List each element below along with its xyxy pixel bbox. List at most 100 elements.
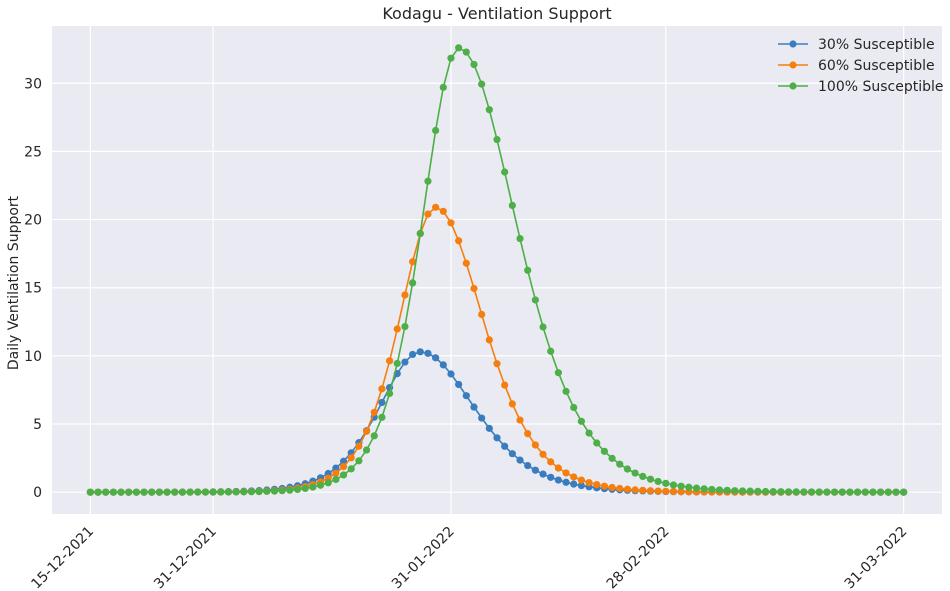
data-point [416,229,424,238]
data-point [692,484,701,492]
data-point [501,381,509,389]
data-point [554,369,562,377]
data-point [224,488,233,496]
data-point [409,350,417,359]
chart-title: Kodagu - Ventilation Support [382,4,611,23]
data-point [171,488,179,496]
data-point [86,488,94,496]
data-point [547,473,555,481]
data-point [731,487,739,495]
data-point [608,483,616,492]
x-tick-label: 31-01-2022 [389,524,458,591]
data-point [263,487,271,495]
data-point [447,54,455,62]
data-point [616,460,624,468]
data-point [447,219,455,227]
legend: 30% Susceptible 60% Susceptible 100% Susce… [778,37,944,95]
data-point [585,429,593,437]
data-point [316,481,325,489]
data-point [516,416,524,424]
data-point [715,486,724,494]
data-point [385,389,394,398]
data-point [424,210,432,218]
data-point [508,400,516,408]
data-point [478,310,486,319]
y-tick-label: 25 [24,144,42,160]
data-point [470,284,478,293]
data-point [554,464,562,472]
data-point [324,479,332,487]
data-point [278,487,286,495]
data-point [623,465,632,473]
data-point [217,488,225,496]
data-point [562,478,570,486]
data-point [370,432,378,440]
data-point [669,487,678,496]
data-point [232,488,240,496]
legend-label: 100% Susceptible [818,79,944,95]
data-point [869,488,877,496]
data-point [301,484,309,493]
data-point [385,357,394,365]
data-point [362,427,371,435]
data-point [493,360,501,368]
y-tick-label: 5 [33,417,42,433]
data-point [877,488,885,496]
data-point [240,488,248,496]
data-point [662,479,670,487]
series [86,44,908,496]
data-point [662,487,670,495]
data-point [163,488,171,496]
data-point [570,403,578,412]
data-point [485,424,493,432]
data-point [861,488,869,496]
data-point [462,259,470,267]
data-point [593,439,601,447]
data-point [547,458,555,466]
data-point [155,488,164,496]
data-point [332,464,340,472]
data-point [347,465,355,473]
data-point [255,487,263,496]
x-tick-label: 28-02-2022 [604,524,673,591]
data-point [332,475,340,484]
data-point [600,482,609,490]
data-point [424,177,432,185]
data-point [846,488,854,496]
data-point [516,234,524,243]
data-point [462,48,470,56]
data-point [754,487,762,495]
data-point [570,473,578,481]
data-point [854,488,862,496]
data-point [209,488,217,496]
data-point [577,417,585,425]
data-point [830,488,839,496]
y-tick-label: 15 [24,281,42,297]
data-point [554,476,562,484]
data-point [102,488,110,496]
data-point [501,168,509,176]
data-point [378,413,386,421]
data-point [370,408,378,416]
data-point [286,486,294,494]
data-point [148,488,156,496]
data-point [501,442,509,450]
data-point [416,348,424,356]
data-point [800,488,808,496]
legend-marker [789,82,797,90]
data-point [109,488,117,496]
data-point [639,472,647,481]
data-point [393,359,401,368]
data-point [593,481,601,489]
plot-area [52,26,942,514]
data-point [616,484,624,493]
data-point [524,461,532,470]
y-tick-label: 20 [24,213,42,229]
data-point [309,483,317,491]
data-point [186,488,194,496]
data-point [401,322,409,331]
data-point [393,325,401,333]
data-point [432,203,440,211]
data-point [432,354,440,362]
